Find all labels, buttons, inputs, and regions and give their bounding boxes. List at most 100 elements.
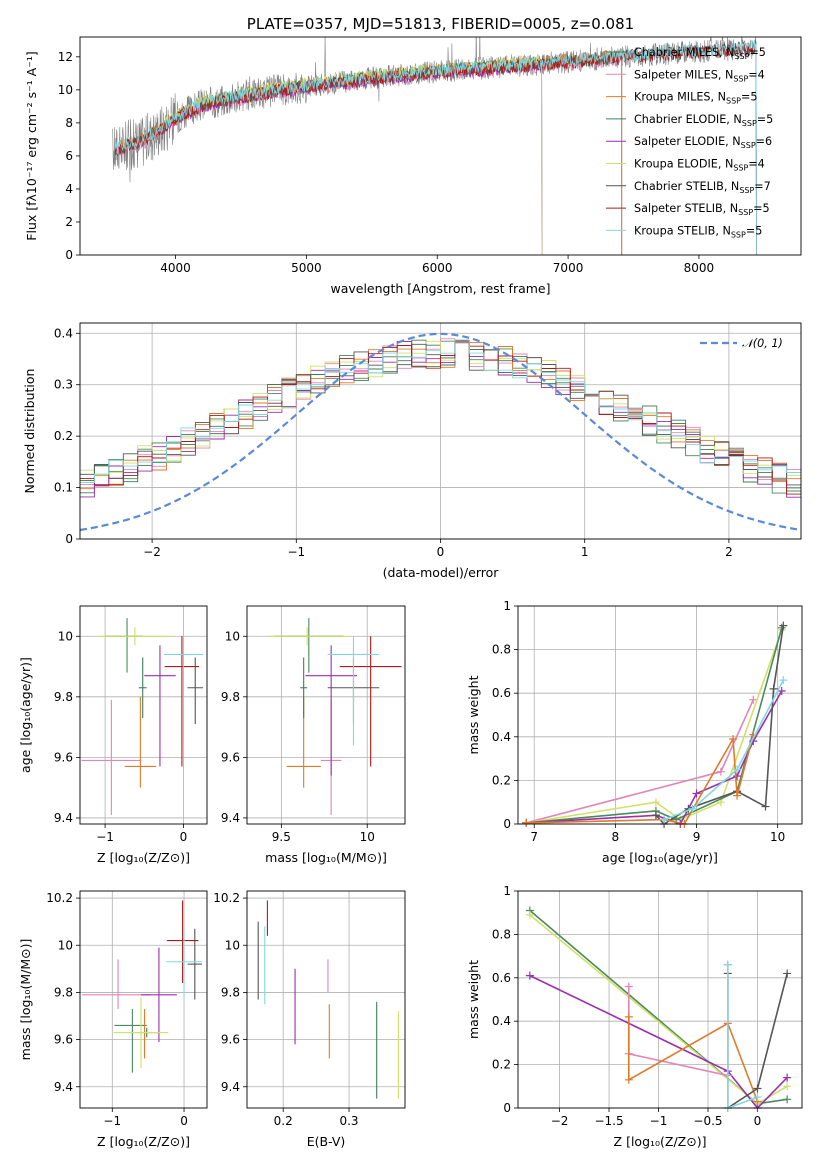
legend-label: Chabrier ELODIE, N <box>634 113 742 126</box>
legend-entry: Salpeter MILES, NSSP=4 <box>634 68 765 83</box>
y-axis-label: mass weight <box>466 675 481 754</box>
y-tick-label: 12 <box>58 50 73 64</box>
weight-point-marker <box>777 623 786 632</box>
plot-frame <box>517 890 803 1109</box>
y-tick-label: 4 <box>65 182 73 196</box>
legend-subscript: SSP <box>733 164 748 173</box>
x-tick-label: −2 <box>143 545 161 559</box>
weight-series-line <box>628 964 729 1077</box>
weight-point-marker <box>733 791 742 800</box>
x-tick-label: −1 <box>287 545 305 559</box>
weight-point-marker <box>525 910 534 919</box>
y-tick-label: 0 <box>65 532 73 546</box>
weight-point-marker <box>729 734 738 743</box>
legend-entry: Chabrier STELIB, NSSP=7 <box>634 180 771 195</box>
y-tick-label: 0.6 <box>492 686 511 700</box>
legend-subscript: SSP <box>739 186 754 195</box>
legend-subscript: SSP <box>742 119 757 128</box>
x-tick-label: 0 <box>437 545 445 559</box>
weight-series-line <box>663 679 785 821</box>
y-tick-label: 10 <box>58 938 73 952</box>
y-tick-label: 0.6 <box>492 971 511 985</box>
legend-suffix: =7 <box>754 180 771 193</box>
weight-point-marker <box>692 789 701 798</box>
y-axis-label: mass [log₁₀(M/M⊙)] <box>18 939 33 1061</box>
y-tick-label: 10 <box>58 83 73 97</box>
x-tick-label: 6000 <box>422 261 453 275</box>
weight-point-marker <box>624 1075 633 1084</box>
legend-suffix: =6 <box>756 135 773 148</box>
plot-frame <box>246 605 406 825</box>
x-tick-label: −1 <box>103 1114 121 1128</box>
y-tick-label: 9.8 <box>221 690 240 704</box>
age-vs-metallicity-panel: −1 0 9.4 9.6 9.8 10 Z [log₁₀(Z/Z⊙)] age [log₁₀(… <box>18 605 208 865</box>
y-tick-label: 9.6 <box>54 750 73 764</box>
weight-point-marker <box>753 1093 762 1102</box>
legend-entry: Salpeter ELODIE, NSSP=6 <box>634 135 772 150</box>
legend-entry: 𝒩(0, 1) <box>742 337 783 350</box>
x-tick-label: 8 <box>612 830 620 844</box>
y-axis-label: age [log₁₀(age/yr)] <box>18 657 33 773</box>
weight-point-marker <box>753 1084 762 1093</box>
x-tick-label: 0.2 <box>274 1114 293 1128</box>
legend-subscript: SSP <box>731 230 746 239</box>
y-tick-label: 9.8 <box>54 690 73 704</box>
plot-frame <box>517 605 803 825</box>
y-tick-label: 9.6 <box>221 1033 240 1047</box>
x-tick-label: 2 <box>725 545 733 559</box>
weight-point-marker <box>779 621 788 630</box>
plot-frame <box>246 890 406 1109</box>
legend-suffix: =4 <box>748 68 765 81</box>
model-spectrum-line <box>114 42 757 255</box>
model-spectrum-line <box>114 39 757 255</box>
weight-point-marker <box>723 960 732 969</box>
x-tick-label: 10 <box>360 830 375 844</box>
y-tick-label: 0.8 <box>492 927 511 941</box>
x-tick-label: −2 <box>551 1114 569 1128</box>
y-tick-label: 0.4 <box>492 1014 511 1028</box>
chart-title: PLATE=0357, MJD=51813, FIBERID=0005, z=0… <box>247 15 634 33</box>
residual-histogram-panel: −2 −1 0 1 2 0 0.1 0.2 0.3 0.4 (data-model)/error No… <box>22 322 802 580</box>
legend-subscript: SSP <box>738 208 753 217</box>
x-tick-label: 1 <box>581 545 589 559</box>
weight-point-marker <box>779 676 788 685</box>
x-axis-label: E(B-V) <box>307 1134 346 1149</box>
weight-point-marker <box>783 969 792 978</box>
y-tick-label: 0.2 <box>492 1058 511 1072</box>
mass-vs-reddening-panel: 0.2 0.3 9.4 9.6 9.8 10 10.2 E(B-V) <box>213 890 406 1149</box>
normal-curve-line <box>80 332 801 532</box>
y-tick-label: 9.6 <box>221 750 240 764</box>
x-tick-label: 9 <box>693 830 701 844</box>
legend-label: Chabrier MILES, N <box>634 46 734 59</box>
y-tick-label: 10 <box>225 629 240 643</box>
legend-entry: Salpeter STELIB, NSSP=5 <box>634 202 770 217</box>
weight-point-marker <box>749 695 758 704</box>
legend-suffix: =5 <box>753 202 770 215</box>
weight-point-marker <box>783 1073 792 1082</box>
y-tick-label: 0.1 <box>54 481 73 495</box>
x-tick-label: 8000 <box>684 261 715 275</box>
spectrum-panel: PLATE=0357, MJD=51813, FIBERID=0005, z=0… <box>24 15 802 296</box>
x-tick-label: 4000 <box>160 261 191 275</box>
weight-point-marker <box>651 811 660 820</box>
legend-suffix: =5 <box>741 91 758 104</box>
y-axis-label: Flux [fλ10⁻¹⁷ erg cm⁻² s⁻¹ A⁻¹] <box>24 51 39 240</box>
mass-weight-vs-metallicity-panel: −2 −1.5 −1 −0.5 0 0 0.2 0.4 0.6 0.8 1 Z [log₁₀(Z/Z⊙… <box>466 884 803 1149</box>
weight-point-marker <box>783 1095 792 1104</box>
x-tick-label: −0.5 <box>693 1114 722 1128</box>
y-tick-label: 8 <box>65 116 73 130</box>
plot-frame <box>79 322 802 540</box>
weight-point-marker <box>688 804 697 813</box>
legend-suffix: =4 <box>748 158 765 171</box>
y-tick-label: 10 <box>225 938 240 952</box>
legend-suffix: =5 <box>757 113 774 126</box>
x-axis-label: Z [log₁₀(Z/Z⊙)] <box>97 850 190 865</box>
y-tick-label: 0.2 <box>54 429 73 443</box>
legend-entry: Kroupa MILES, NSSP=5 <box>634 91 757 106</box>
x-axis-label: Z [log₁₀(Z/Z⊙)] <box>97 1134 190 1149</box>
y-tick-label: 9.8 <box>54 985 73 999</box>
weight-point-marker <box>660 815 669 824</box>
x-axis-label: Z [log₁₀(Z/Z⊙)] <box>614 1134 707 1149</box>
y-tick-label: 6 <box>65 149 73 163</box>
